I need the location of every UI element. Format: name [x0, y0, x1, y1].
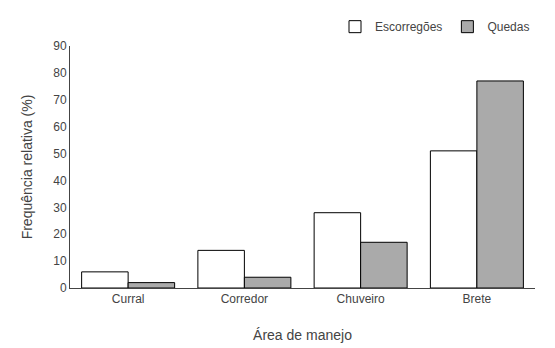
svg-text:50: 50 — [53, 147, 67, 161]
svg-text:40: 40 — [53, 174, 67, 188]
svg-text:Escorregões: Escorregões — [375, 20, 442, 34]
svg-text:Quedas: Quedas — [487, 20, 529, 34]
svg-text:Frequência relativa (%): Frequência relativa (%) — [19, 95, 35, 240]
svg-text:70: 70 — [53, 93, 67, 107]
svg-text:Curral: Curral — [112, 292, 145, 306]
svg-text:Brete: Brete — [463, 292, 492, 306]
svg-text:20: 20 — [53, 227, 67, 241]
svg-text:90: 90 — [53, 39, 67, 53]
svg-text:Chuveiro: Chuveiro — [337, 292, 385, 306]
svg-text:Corredor: Corredor — [221, 292, 268, 306]
svg-text:30: 30 — [53, 201, 67, 215]
svg-text:0: 0 — [60, 281, 67, 295]
svg-text:60: 60 — [53, 120, 67, 134]
svg-text:Área de manejo: Área de manejo — [253, 327, 352, 343]
svg-text:80: 80 — [53, 66, 67, 80]
svg-text:10: 10 — [53, 254, 67, 268]
